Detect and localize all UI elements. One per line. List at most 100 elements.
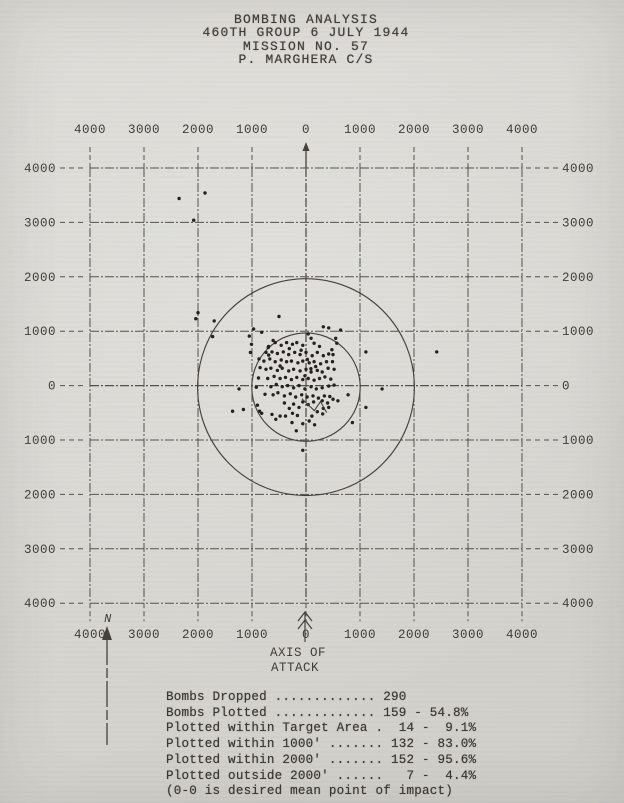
scatter-point — [277, 315, 280, 318]
scatter-point — [322, 354, 325, 357]
scatter-point — [258, 366, 261, 369]
scatter-point — [284, 376, 287, 379]
scatter-point — [308, 419, 311, 422]
scatter-point — [177, 197, 180, 200]
scatter-point — [255, 386, 258, 389]
scatter-point — [313, 423, 316, 426]
y-axis-left-label: 4000 — [24, 162, 56, 176]
scatter-point — [380, 387, 383, 390]
scatter-point — [256, 404, 259, 407]
scatter-point — [351, 421, 354, 424]
x-axis-bottom-label: 3000 — [452, 628, 484, 642]
y-axis-left-label: 3000 — [24, 216, 56, 230]
scatter-point — [262, 359, 265, 362]
scatter-point — [332, 368, 335, 371]
scatter-point — [281, 385, 284, 388]
y-axis-right-label: 2000 — [562, 271, 594, 285]
scatter-point — [252, 327, 255, 330]
y-axis-right-label: 0 — [562, 380, 570, 394]
scatter-point — [435, 350, 438, 353]
x-axis-top-label: 4000 — [506, 123, 538, 137]
scatter-point — [268, 357, 271, 360]
stats-line-outside-2000: Plotted outside 2000' ...... 7 - 4.4% — [166, 769, 476, 785]
y-axis-right-label: 3000 — [562, 216, 594, 230]
scatter-point — [276, 352, 279, 355]
stats-footnote: (0-0 is desired mean point of impact) — [166, 784, 476, 800]
stats-line-within-2000: Plotted within 2000' ....... 152 - 95.6% — [166, 753, 476, 769]
scatter-point — [192, 219, 195, 222]
scatter-point — [211, 335, 214, 338]
scatter-point — [276, 391, 279, 394]
scatter-point — [280, 358, 283, 361]
scatter-point — [275, 383, 278, 386]
scatter-point — [328, 395, 331, 398]
scatter-point — [301, 449, 304, 452]
scatter-point — [299, 349, 302, 352]
y-axis-left-label: 2000 — [24, 488, 56, 502]
y-axis-left-label: 1000 — [24, 325, 56, 339]
scatter-point — [334, 337, 337, 340]
y-axis-left-label: 4000 — [24, 597, 56, 611]
x-axis-bottom-label: 0 — [302, 628, 310, 642]
y-axis-right-label: 2000 — [562, 488, 594, 502]
bombing-plot: 4000 4000 4000 4000 3000 3000 3000 3000 2000 2000… — [0, 0, 624, 803]
scatter-point — [339, 328, 342, 331]
scatter-point — [331, 398, 334, 401]
scatter-point — [321, 412, 324, 415]
scatter-point — [288, 347, 291, 350]
scatter-point — [336, 399, 339, 402]
x-axis-bottom-label: 1000 — [344, 628, 376, 642]
scatter-point — [274, 341, 277, 344]
scatter-point — [278, 364, 281, 367]
scatter-point — [297, 406, 300, 409]
scatter-point — [282, 350, 285, 353]
scatter-point — [260, 412, 263, 415]
stats-line-bombs-plotted: Bombs Plotted ............. 159 - 54.8% — [166, 706, 476, 722]
scatter-point — [312, 379, 315, 382]
x-axis-bottom-label: 4000 — [506, 628, 538, 642]
scatter-point — [270, 350, 273, 353]
scatter-point — [306, 358, 309, 361]
scatter-point — [242, 408, 245, 411]
scatter-point — [309, 337, 312, 340]
scatter-point — [312, 400, 315, 403]
scatter-point — [269, 385, 272, 388]
scatter-point — [301, 378, 304, 381]
scatter-point — [310, 414, 313, 417]
scatter-point — [271, 393, 274, 396]
scatter-point — [278, 377, 281, 380]
scatter-point — [257, 376, 260, 379]
y-axis-left-label: 0 — [48, 380, 56, 394]
scatter-point — [304, 368, 307, 371]
scatter-point — [346, 393, 349, 396]
scatter-point — [289, 392, 292, 395]
x-axis-top-label: 1000 — [344, 123, 376, 137]
scatter-point — [312, 360, 315, 363]
scatter-point — [311, 354, 314, 357]
scatter-point — [307, 377, 310, 380]
scatter-point — [293, 351, 296, 354]
scatter-point — [311, 394, 314, 397]
scatter-point — [298, 369, 301, 372]
y-axis-right-label: 1000 — [562, 325, 594, 339]
scatter-point — [304, 351, 307, 354]
scatter-point — [326, 367, 329, 370]
scatter-point — [301, 359, 304, 362]
scatter-point — [331, 360, 334, 363]
scatter-point — [295, 429, 298, 432]
scatter-point — [249, 351, 252, 354]
scatter-point — [287, 353, 290, 356]
scatter-point — [288, 407, 291, 410]
x-axis-top-label: 2000 — [182, 123, 214, 137]
scatter-point — [248, 334, 251, 337]
x-axis-bottom-label: 1000 — [236, 628, 268, 642]
scatter-point — [325, 360, 328, 363]
scatter-point — [285, 341, 288, 344]
scatter-point — [270, 413, 273, 416]
scatter-point — [309, 367, 312, 370]
scatter-point — [326, 401, 329, 404]
scatter-point — [329, 377, 332, 380]
scatter-point — [283, 394, 286, 397]
x-axis-top-label: 3000 — [128, 123, 160, 137]
axis-of-attack-label: AXIS OF — [270, 646, 326, 660]
